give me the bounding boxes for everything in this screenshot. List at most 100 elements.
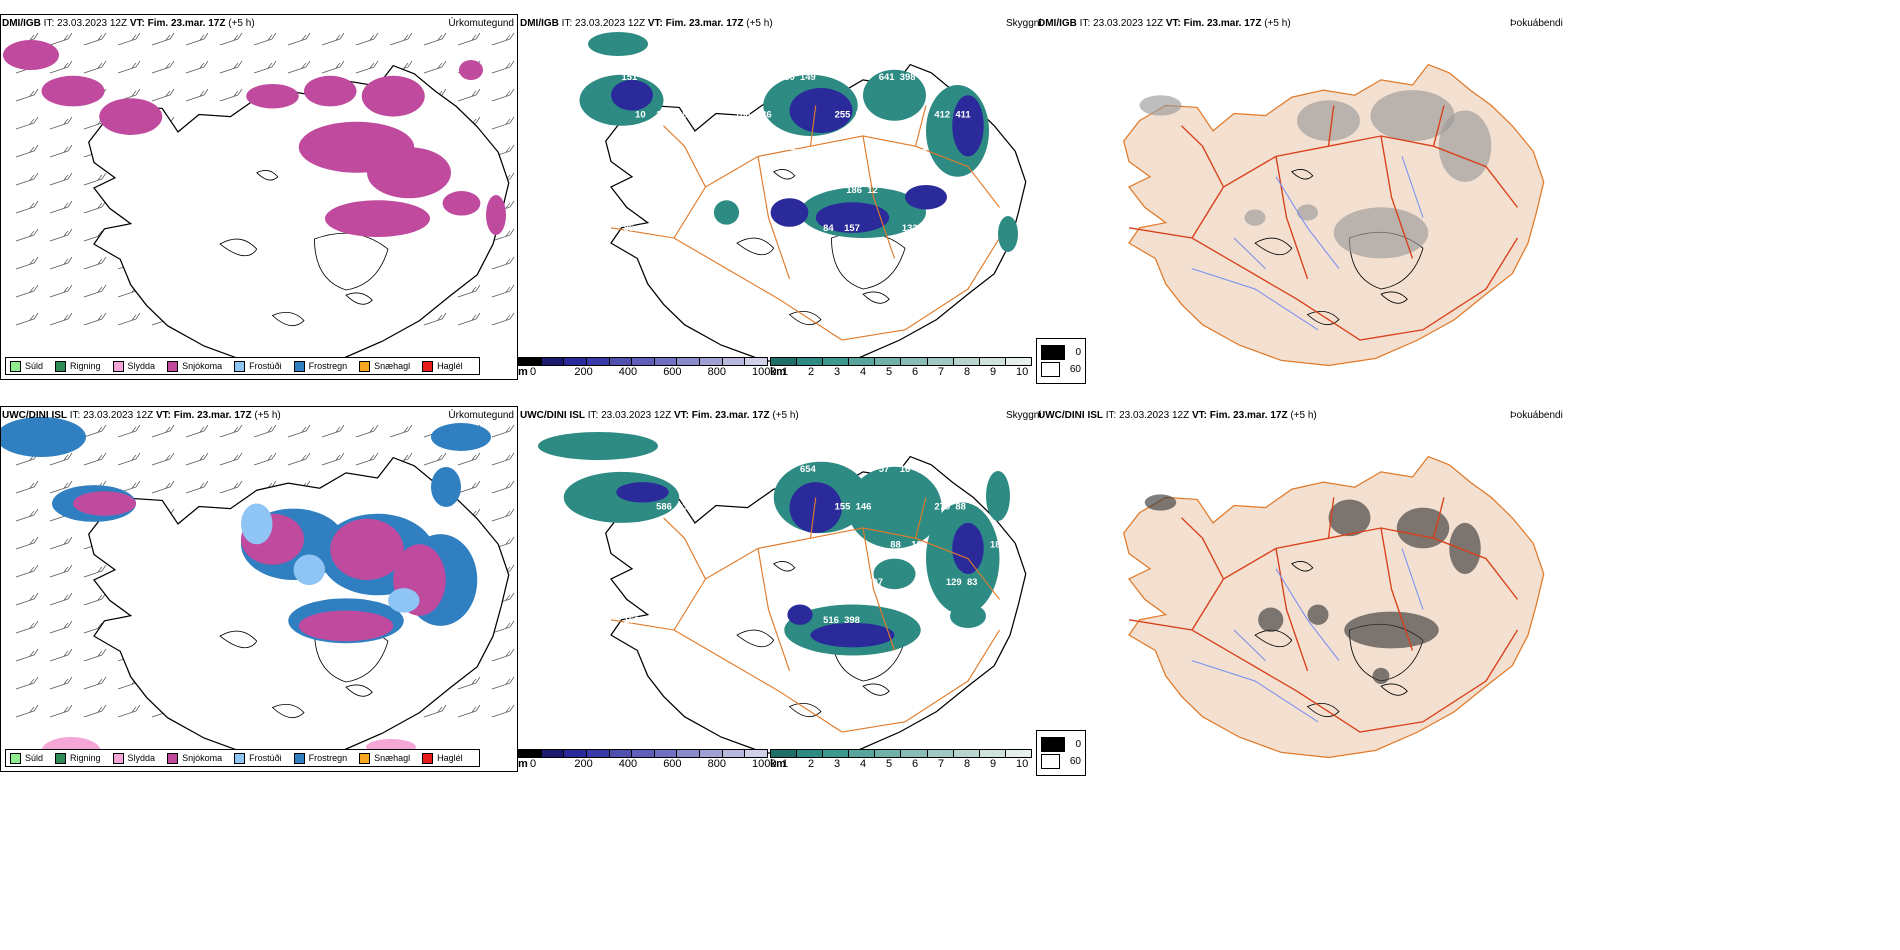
legend-swatch [293,752,305,764]
legend-item: Snæhagl [359,752,410,764]
cloud-base-label: 107 [756,502,772,512]
legend-label: Frostúði [249,753,282,763]
river-line [1275,176,1340,269]
glacier-outline [219,238,258,257]
cloud-base-label: 129 [958,72,974,82]
scale-tick: 1 [782,758,789,770]
legend-label: Slydda [127,753,156,763]
glacier-outline [736,629,775,648]
wind-barb [83,172,107,186]
wind-barb [491,452,515,466]
wind-barb [253,32,277,46]
cloud-base-label: 129 [946,577,962,587]
header-precip-top: DMI/IGB IT: 23.03.2023 12Z VT: Fim. 23.m… [2,18,255,29]
road-line [914,105,927,147]
wind-barb [423,704,447,718]
precip-panel-bottom: Súld Rigning Slydda Snjókoma Frostúði Frostre… [0,406,518,772]
wind-barb [15,116,39,130]
wind-barb [49,648,73,662]
road-line [809,497,817,539]
wind-barb [15,676,39,690]
header-cloud-bottom: UWC/DINI ISL IT: 23.03.2023 12Z VT: Fim.… [520,410,799,421]
legend-swatch [422,360,434,372]
glacier-outline [256,169,279,181]
scale-tick: 3 [834,366,841,378]
wind-barb [15,480,39,494]
fog-legend-swatch [1041,737,1066,752]
cloud-cover-area [787,604,813,625]
wind-barb [219,60,243,74]
cloud-base-label: 81 [923,615,933,625]
cloud-base-label: 428 [633,539,649,549]
cloud-base-label: 307 [867,577,883,587]
legend-swatch [234,752,246,764]
road-line [862,135,896,259]
scale-tick: 5 [886,758,893,770]
fog-legend-label: 0 [1075,739,1081,750]
legend-item: Rigning [55,752,101,764]
fog-map-bottom [1123,455,1545,759]
cloud-base-label: 88 [890,539,900,549]
cloud-base-label: 83 [967,577,977,587]
cloud-cover-area [789,482,842,534]
wind-barb [491,620,515,634]
glacier-outline [1306,310,1340,326]
wind-barb [15,144,39,158]
glacier-outline [271,703,305,719]
wind-barb [321,424,345,438]
wind-barb [423,452,447,466]
wind-barb [15,592,39,606]
wind-barb [49,284,73,298]
cloud-cover-area [863,69,926,121]
legend-swatch [10,752,21,764]
height-ticks-bottom: m 0 200 400 600 800 1000 [518,758,776,770]
cloud-cover-area [611,79,653,111]
wind-barb [83,424,107,438]
legend-item: Frostúði [234,360,282,372]
legend-label: Frostúði [249,361,282,371]
glacier-outline [345,292,373,305]
cloud-base-label: 78 [689,185,699,195]
snow-area [41,75,105,107]
legend-label: Snjókoma [182,753,223,763]
header-cloud-top: DMI/IGB IT: 23.03.2023 12Z VT: Fim. 23.m… [520,18,773,29]
scale-tick: 4 [860,366,867,378]
legend-swatch [167,752,179,764]
cloud-base-label: 12 [746,185,756,195]
precip-panel-top: Súld Rigning Slydda Snjókoma Frostúði Frostre… [0,14,518,380]
cloud-cover-area [616,482,669,503]
wind-barb [49,536,73,550]
road-line [610,227,1000,341]
scale-tick: 1000 [752,366,777,378]
glacier-outline [345,684,373,697]
glacier-outline [1254,237,1293,256]
cloud-base-label: 631 [990,147,1006,157]
scale-tick: 400 [618,366,638,378]
height-scale-bottom: m 0 200 400 600 800 1000 [518,749,776,770]
cloud-base-label: 84 [823,223,834,233]
freezing-rain-area [1,417,86,457]
cloud-cover-area [588,32,648,56]
wind-barb [15,172,39,186]
height-scale-top: m 0 200 400 600 800 1000 [518,357,776,378]
glacier-outline [862,291,890,304]
panel-title-fog-bottom: Þokuábendi [1510,410,1563,421]
fog-legend-label: 60 [1069,756,1081,767]
snow-area [486,195,506,235]
cloud-base-label: 85 [624,223,634,233]
legend-swatch [359,752,371,764]
cloud-cover-area [952,522,984,574]
cloud-base-label: 641 [879,72,895,82]
wind-barb [355,424,379,438]
wind-barb [83,284,107,298]
wind-barb [15,508,39,522]
wind-barb [49,704,73,718]
cloud-base-label: 184 [677,110,694,120]
scale-tick: 7 [938,366,945,378]
wind-barb [83,312,107,326]
legend-item: Snjókoma [167,360,222,372]
wind-barb [117,60,141,74]
road-line [673,135,1000,239]
cloud-cover-area [713,200,740,225]
cloud-base-label: 96 [700,72,710,82]
